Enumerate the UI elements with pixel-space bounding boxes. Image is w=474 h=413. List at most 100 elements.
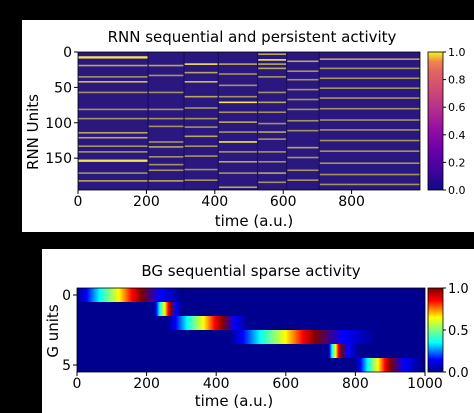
heatmap-cell (218, 63, 258, 65)
bg-colorbar-ticks: 0.0 0.5 1.0 (443, 282, 469, 381)
heatmap-cell (287, 156, 319, 159)
heatmap-cell (218, 84, 258, 87)
bg-y-ticks: 05 (62, 288, 77, 374)
bg-activity-chart: BG sequential sparse activity 0 200 400 600… (42, 249, 474, 413)
heatmap-cell (218, 172, 258, 174)
heatmap-cell (184, 168, 218, 171)
heatmap-cell (287, 119, 319, 122)
heatmap-cell (218, 111, 258, 114)
heatmap-cell (184, 63, 218, 65)
heatmap-cell (218, 160, 258, 163)
x-axis-label: time (a.u.) (195, 392, 274, 410)
rnn-heatmap-area (77, 51, 421, 191)
x-tick-label: 400 (203, 376, 230, 392)
heatmap-cell (184, 95, 218, 98)
heatmap-cell (78, 151, 148, 153)
heatmap-cell (319, 139, 420, 142)
y-tick-label: 50 (54, 80, 72, 96)
heatmap-cell (148, 163, 184, 166)
y-tick-label: 0 (62, 288, 71, 304)
heatmap-cell (78, 64, 148, 67)
heatmap-cell (148, 91, 184, 94)
heatmap-cell (319, 119, 420, 121)
heatmap-cell (319, 162, 420, 164)
heatmap-cell (319, 58, 420, 60)
heatmap-cell (218, 73, 258, 75)
y-tick-label: 150 (45, 151, 72, 167)
colorbar-tick-label: 0.8 (448, 74, 466, 87)
heatmap-cell (184, 71, 218, 74)
heatmap-cell (78, 76, 148, 78)
heatmap-cell (184, 107, 218, 109)
colorbar-tick-label: 1.0 (448, 282, 469, 297)
heatmap-cell (78, 136, 148, 139)
heatmap-cell (148, 141, 184, 143)
heatmap-cell (258, 172, 287, 174)
rnn-y-ticks: 0 50 100 150 (45, 45, 78, 167)
y-axis-label: G units (44, 304, 62, 357)
bg-colorbar (427, 287, 444, 373)
heatmap-cell (319, 107, 420, 110)
heatmap-cell (78, 180, 148, 182)
heatmap-cell (319, 97, 420, 99)
heatmap-cell (287, 78, 319, 81)
rnn-x-ticks: 0 200 400 600 800 (74, 190, 365, 210)
heatmap-cell (258, 53, 287, 56)
x-tick-label: 200 (133, 194, 160, 210)
heatmap-cell (218, 95, 258, 98)
heatmap-cell (218, 131, 258, 133)
x-tick-label: 200 (133, 376, 160, 392)
heatmap-cell (184, 135, 218, 138)
heatmap-cell (258, 160, 287, 163)
activity-pulse (355, 358, 422, 372)
heatmap-cell (218, 186, 258, 189)
rnn-colorbar-ticks: 0.0 0.2 0.4 0.6 0.8 1.0 (443, 46, 466, 197)
heatmap-cell (258, 59, 287, 61)
heatmap-cell (258, 138, 287, 140)
rnn-colorbar (427, 51, 444, 191)
heatmap-cell (184, 155, 218, 157)
heatmap-cell (319, 150, 420, 152)
heatmap-cell (319, 77, 420, 80)
colorbar-tick-label: 0.4 (448, 129, 466, 142)
chart-title: BG sequential sparse activity (141, 262, 360, 280)
heatmap-cell (184, 126, 218, 128)
heatmap-cell (218, 121, 258, 123)
heatmap-cell (78, 56, 148, 59)
heatmap-cell (148, 156, 184, 158)
colorbar-tick-label: 0.2 (448, 156, 466, 169)
x-tick-label: 0 (73, 376, 82, 392)
bg-x-ticks: 0 200 400 600 800 1000 (73, 372, 443, 392)
x-tick-label: 1000 (407, 376, 443, 392)
heatmap-cell (184, 179, 218, 181)
chart-title: RNN sequential and persistent activity (108, 28, 397, 46)
heatmap-cell (287, 169, 319, 172)
heatmap-background (78, 52, 420, 190)
rnn-activity-chart: A RNN sequential and persistent activity… (22, 20, 474, 232)
heatmap-cell (184, 81, 218, 83)
heatmap-cell (287, 98, 319, 101)
colorbar-tick-label: 0.0 (448, 366, 469, 381)
bg-heatmap-area (76, 287, 426, 373)
x-axis-label: time (a.u.) (215, 212, 294, 230)
heatmap-cell (78, 81, 148, 83)
heatmap-cell (287, 179, 319, 181)
heatmap-cell (218, 151, 258, 153)
colorbar-tick-label: 0.6 (448, 101, 466, 114)
heatmap-cell (78, 91, 148, 94)
x-tick-label: 400 (201, 194, 228, 210)
heatmap-cell (287, 70, 319, 72)
activity-pulse (153, 302, 182, 316)
x-tick-label: 0 (74, 194, 83, 210)
heatmap-cell (319, 129, 420, 131)
heatmap-cell (148, 74, 184, 77)
heatmap-cell (287, 129, 319, 132)
heatmap-cell (319, 183, 420, 186)
colorbar-tick-label: 1.0 (448, 46, 466, 59)
heatmap-cell (148, 169, 184, 172)
x-tick-label: 600 (270, 194, 297, 210)
heatmap-cell (78, 108, 148, 111)
heatmap-cell (287, 88, 319, 91)
y-axis-label: RNN Units (24, 94, 42, 170)
x-tick-label: 600 (272, 376, 299, 392)
